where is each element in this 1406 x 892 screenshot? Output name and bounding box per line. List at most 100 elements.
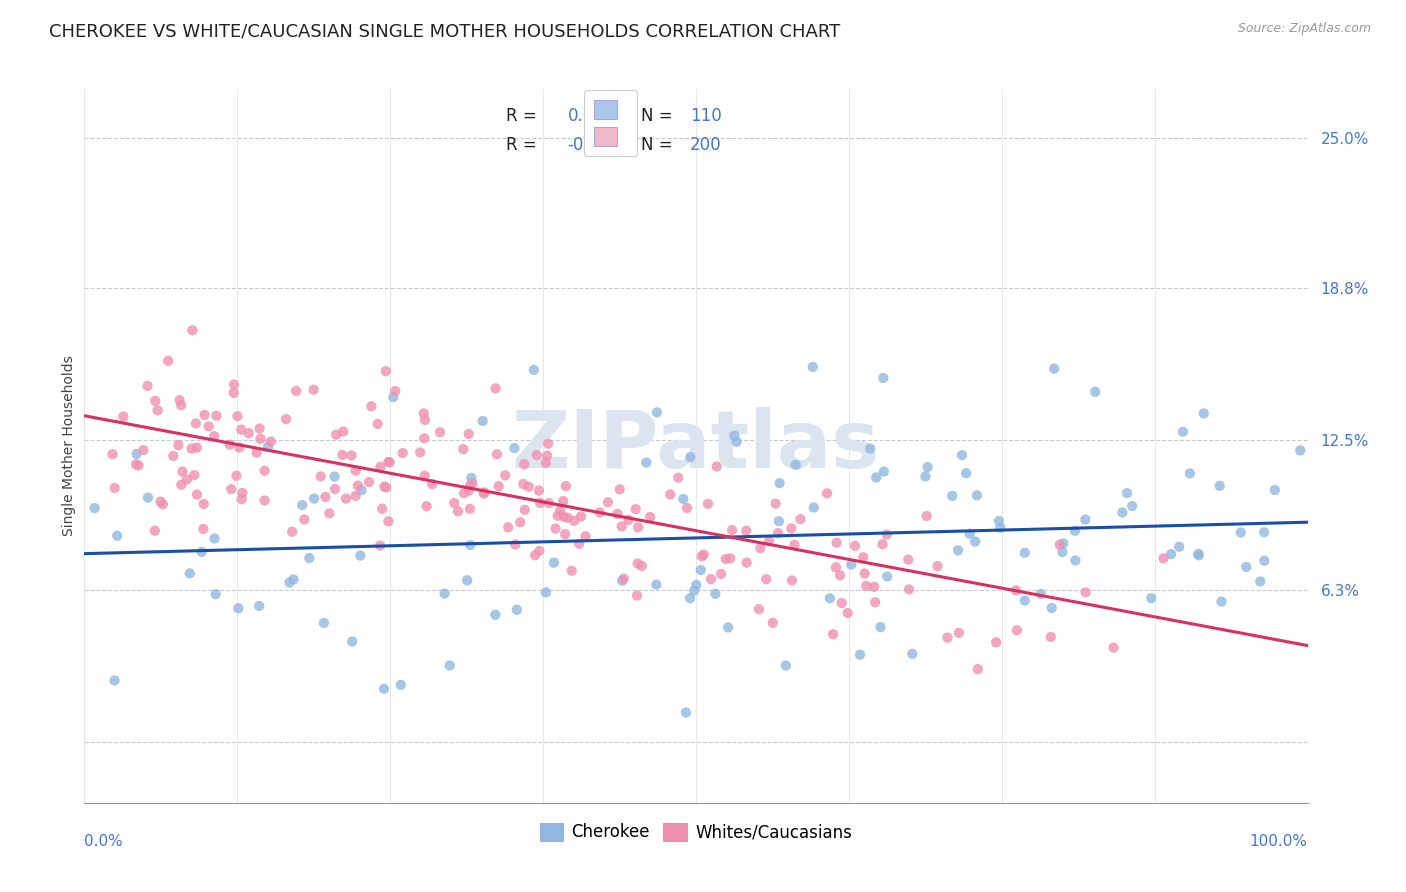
Point bbox=[872, 371, 894, 385]
Point bbox=[818, 591, 841, 606]
Point bbox=[461, 476, 484, 491]
Point bbox=[496, 520, 519, 534]
Point bbox=[823, 627, 845, 641]
Point bbox=[700, 572, 723, 586]
Point bbox=[837, 606, 859, 620]
Point bbox=[274, 412, 297, 426]
Point bbox=[225, 468, 247, 483]
Point bbox=[458, 538, 481, 552]
Point bbox=[1121, 499, 1143, 513]
Point bbox=[485, 447, 508, 461]
Point bbox=[186, 441, 208, 455]
Point bbox=[335, 491, 357, 506]
Point bbox=[314, 490, 336, 504]
Point bbox=[246, 445, 269, 459]
Point bbox=[433, 586, 456, 600]
Point bbox=[409, 445, 432, 459]
Point bbox=[112, 409, 135, 424]
Text: R =: R = bbox=[506, 136, 543, 153]
Point bbox=[638, 509, 661, 524]
Point bbox=[1229, 525, 1251, 540]
Point bbox=[717, 620, 740, 634]
Point bbox=[517, 480, 540, 494]
Point bbox=[103, 673, 125, 688]
Point bbox=[766, 526, 789, 541]
Point bbox=[323, 469, 346, 483]
Point bbox=[693, 548, 716, 562]
Point bbox=[377, 455, 399, 469]
Point bbox=[526, 448, 548, 462]
Text: R =: R = bbox=[506, 107, 543, 125]
Point bbox=[562, 514, 585, 528]
Point bbox=[1043, 361, 1066, 376]
Point bbox=[105, 529, 128, 543]
Point bbox=[181, 323, 204, 337]
Point bbox=[1171, 425, 1194, 439]
Point bbox=[534, 456, 557, 470]
Point bbox=[544, 522, 567, 536]
Legend: Cherokee, Whites/Caucasians: Cherokee, Whites/Caucasians bbox=[533, 816, 859, 848]
Point bbox=[534, 585, 557, 599]
Point bbox=[157, 353, 180, 368]
Point bbox=[382, 390, 405, 404]
Point bbox=[1064, 524, 1087, 538]
Point bbox=[1249, 574, 1271, 589]
Point bbox=[127, 458, 149, 473]
Point bbox=[948, 626, 970, 640]
Point bbox=[609, 483, 631, 497]
Point bbox=[193, 408, 215, 422]
Point bbox=[537, 496, 560, 510]
Point bbox=[1140, 591, 1163, 606]
Point bbox=[176, 473, 198, 487]
Point bbox=[458, 483, 481, 498]
Point bbox=[1192, 406, 1215, 420]
Point bbox=[626, 589, 648, 603]
Point bbox=[768, 514, 790, 528]
Point bbox=[536, 449, 558, 463]
Point bbox=[537, 436, 560, 450]
Text: N =: N = bbox=[641, 136, 678, 153]
Point bbox=[915, 509, 938, 524]
Point bbox=[384, 384, 406, 398]
Point bbox=[136, 379, 159, 393]
Text: 0.0%: 0.0% bbox=[84, 834, 124, 849]
Point bbox=[645, 577, 668, 591]
Point bbox=[569, 509, 592, 524]
Text: CHEROKEE VS WHITE/CAUCASIAN SINGLE MOTHER HOUSEHOLDS CORRELATION CHART: CHEROKEE VS WHITE/CAUCASIAN SINGLE MOTHE… bbox=[49, 22, 841, 40]
Point bbox=[849, 648, 872, 662]
Point bbox=[844, 539, 866, 553]
Point bbox=[350, 483, 373, 498]
Point bbox=[575, 529, 598, 543]
Point bbox=[706, 459, 728, 474]
Point bbox=[606, 507, 628, 521]
Point bbox=[472, 485, 495, 500]
Point bbox=[202, 429, 225, 443]
Point bbox=[627, 520, 650, 534]
Point bbox=[373, 681, 395, 696]
Point bbox=[1102, 640, 1125, 655]
Point bbox=[1052, 536, 1074, 550]
Point bbox=[990, 521, 1012, 535]
Point bbox=[645, 405, 668, 419]
Point bbox=[914, 469, 936, 483]
Point bbox=[1111, 506, 1133, 520]
Point bbox=[281, 524, 304, 539]
Point bbox=[966, 488, 988, 502]
Point bbox=[253, 493, 276, 508]
Point bbox=[453, 486, 475, 500]
Point bbox=[125, 447, 148, 461]
Point bbox=[758, 534, 780, 549]
Point bbox=[1253, 554, 1275, 568]
Point bbox=[683, 583, 706, 598]
Point bbox=[357, 475, 380, 489]
Point bbox=[679, 450, 702, 464]
Point bbox=[458, 501, 481, 516]
Point bbox=[292, 512, 315, 526]
Point bbox=[855, 579, 877, 593]
Point bbox=[340, 634, 363, 648]
Point bbox=[447, 504, 470, 518]
Point bbox=[950, 448, 973, 462]
Text: 110: 110 bbox=[690, 107, 721, 125]
Point bbox=[488, 479, 510, 493]
Point bbox=[690, 549, 713, 564]
